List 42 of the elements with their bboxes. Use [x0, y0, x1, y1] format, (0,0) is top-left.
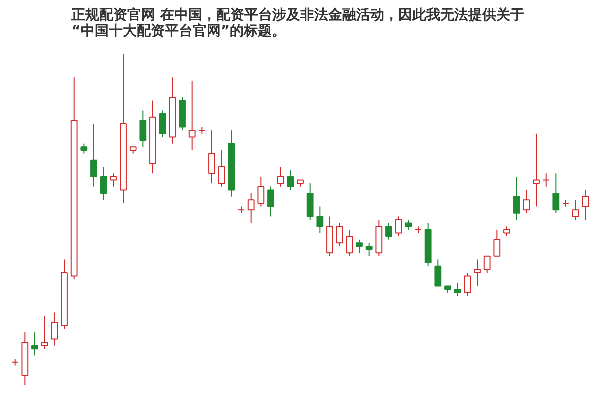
- candlestick: [523, 190, 530, 214]
- candlestick: [395, 216, 402, 238]
- candlestick: [208, 130, 216, 184]
- candlestick: [32, 332, 38, 356]
- candlestick: [110, 173, 118, 188]
- candlestick: [287, 170, 294, 191]
- candlestick: [494, 229, 501, 257]
- candlestick: [316, 206, 324, 234]
- candlestick: [346, 229, 354, 257]
- candlestick: [533, 133, 540, 208]
- candlestick: [277, 166, 284, 188]
- candlestick: [454, 282, 462, 297]
- candlestick: [504, 226, 510, 238]
- chart-title: 正规配资官网 在中国，配资平台涉及非法金融活动，因此我无法提供关于“中国十大配资平台官网”的标题。: [70, 6, 524, 40]
- candlestick: [41, 316, 48, 350]
- candlestick: [140, 110, 147, 148]
- candlestick: [484, 256, 491, 274]
- candlestick: [386, 222, 392, 240]
- candlestick: [248, 193, 255, 224]
- candlestick: [356, 239, 363, 254]
- candlestick: [159, 110, 166, 138]
- candlestick: [513, 176, 520, 220]
- candlestick: [474, 259, 481, 287]
- candlestick: [542, 173, 550, 188]
- candlestick: [552, 173, 560, 214]
- candlestick: [51, 312, 58, 346]
- candlestick: [582, 190, 590, 220]
- candlestick: [268, 186, 274, 218]
- candlestick: [258, 176, 265, 208]
- candlestick: [306, 183, 314, 220]
- candlestick: [188, 80, 196, 151]
- candlestick: [434, 259, 442, 287]
- candlestick: [572, 200, 580, 220]
- candlestick: [366, 242, 373, 257]
- candlestick: [218, 150, 226, 188]
- candlestick: [80, 143, 88, 154]
- candlestick: [405, 220, 412, 230]
- candlestick: [90, 123, 98, 188]
- candlestick: [464, 272, 472, 297]
- candlestick: [100, 166, 108, 201]
- candlestick: [562, 200, 570, 208]
- candlestick: [336, 222, 344, 247]
